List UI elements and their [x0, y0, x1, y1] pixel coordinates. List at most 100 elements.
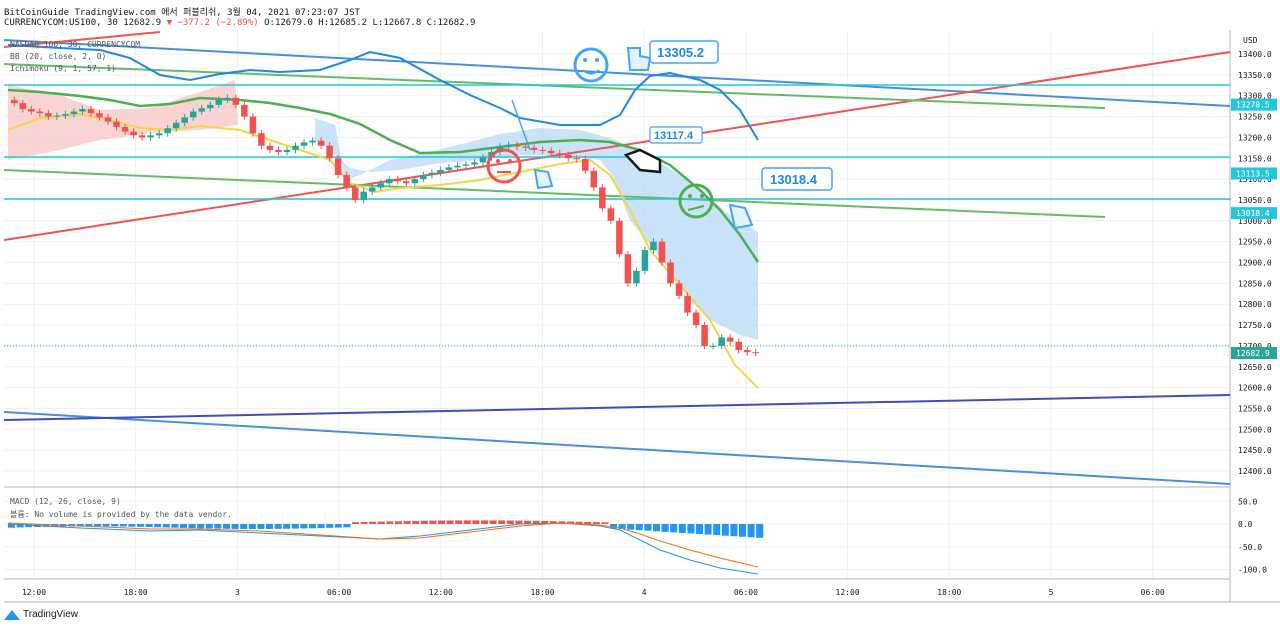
macd-bar	[352, 522, 359, 524]
time-tick-4: 12:00	[429, 588, 453, 597]
macd-bar	[584, 521, 592, 524]
price-tick-5: 13150.0	[1238, 154, 1272, 163]
time-tick-7: 06:00	[734, 588, 758, 597]
price-badges: 13278.5 13113.5 13018.4 12682.9	[1231, 98, 1277, 360]
candle-body	[556, 153, 563, 155]
price-tick-15: 12650.0	[1238, 363, 1272, 372]
macd-bar	[506, 520, 514, 524]
macd-bar	[696, 524, 703, 535]
sad-face-mouth	[687, 205, 705, 211]
happy-face-smile	[582, 69, 600, 75]
candle-body	[155, 133, 163, 136]
candle-body	[309, 140, 316, 143]
macd-bar	[309, 524, 316, 529]
candle-body	[479, 157, 487, 163]
candle-body	[317, 140, 325, 146]
macd-legend: MACD (12, 26, close, 9)	[10, 497, 121, 506]
axis-unit: USD	[1243, 36, 1258, 45]
moving-average	[7, 88, 760, 263]
candle-body	[658, 241, 666, 263]
candle-body	[300, 142, 308, 146]
volume-note: 볼륨: No volume is provided by the data ve…	[10, 509, 232, 519]
price-axis[interactable]: 13400.0 13350.0 13300.0 13250.0 13200.0 13150…	[1238, 50, 1272, 476]
price-badge-1: 13113.5	[1236, 169, 1270, 178]
macd-bar	[85, 524, 93, 527]
price-badge-0: 13278.5	[1236, 101, 1270, 110]
happy-face-left-eye	[583, 58, 587, 62]
candle-body	[522, 146, 529, 148]
callout-high: 13305.2	[657, 45, 704, 60]
time-tick-8: 12:00	[836, 588, 860, 597]
pointing-hand-icon-3	[728, 203, 754, 230]
signal-line	[7, 522, 759, 568]
macd-bar	[111, 524, 119, 527]
candle-body	[743, 350, 751, 353]
macd-histogram	[8, 520, 764, 538]
price-tick-1: 13350.0	[1238, 71, 1272, 80]
candle-body	[147, 135, 154, 138]
bollinger-lower-band	[7, 112, 759, 389]
price-tick-19: 12450.0	[1238, 446, 1272, 455]
candle-body	[513, 144, 521, 147]
macd-bar	[575, 521, 583, 524]
trendline-lower-descending	[3, 411, 1231, 485]
macd-bar	[730, 524, 738, 537]
annotation-drawings	[486, 47, 754, 230]
macd-bar	[678, 524, 686, 533]
macd-bar	[420, 520, 428, 524]
price-tick-9: 12950.0	[1238, 238, 1272, 247]
candle-body	[351, 187, 359, 200]
price-tick-4: 13200.0	[1238, 133, 1272, 142]
candle-body	[232, 97, 240, 105]
candle-body	[326, 145, 333, 159]
candle-body	[11, 99, 18, 104]
time-tick-2: 3	[235, 588, 240, 597]
candles	[11, 94, 759, 357]
macd-bar	[661, 524, 669, 532]
candle-body	[266, 145, 274, 150]
candle-body	[726, 337, 734, 342]
sad-face-left-eye	[688, 194, 692, 198]
price-tick-20: 12400.0	[1238, 467, 1272, 476]
macd-bar	[94, 524, 101, 527]
candle-body	[189, 111, 197, 118]
candle-body	[718, 337, 725, 346]
macd-bar	[283, 524, 291, 529]
trendline-red-ascending	[3, 51, 1231, 241]
neutral-face-left-eye	[496, 159, 500, 163]
price-tick-8: 13000.0	[1238, 217, 1272, 226]
time-axis[interactable]: 12:00 18:00 3 06:00 12:00 18:00 4 06:00 12:00 18:…	[22, 588, 1165, 597]
candle-body	[590, 170, 598, 188]
time-tick-9: 18:00	[937, 588, 961, 597]
macd-bar	[635, 524, 643, 531]
macd-bar	[481, 520, 488, 524]
candle-body	[445, 167, 453, 170]
macd-bar	[472, 520, 480, 524]
sad-face-icon	[678, 183, 714, 219]
macd-line	[7, 522, 759, 575]
macd-bar	[334, 524, 342, 528]
trendline-upper-descending	[3, 39, 1231, 107]
brand: TradingView	[4, 609, 78, 620]
macd-bar	[429, 520, 437, 524]
candle-body	[641, 249, 649, 271]
trendline-support-ascending	[3, 394, 1231, 421]
candle-body	[198, 108, 206, 112]
macd-bar	[369, 521, 377, 524]
time-tick-3: 06:00	[327, 588, 351, 597]
macd-bar	[377, 521, 385, 524]
macd-bar	[102, 524, 110, 527]
candle-body	[36, 111, 44, 114]
price-tick-14: 12700.0	[1238, 342, 1272, 351]
macd-bar	[171, 524, 179, 528]
macd-bar	[532, 520, 540, 524]
macd-bar	[601, 522, 609, 524]
price-tick-6: 13100.0	[1238, 175, 1272, 184]
candle-body	[633, 270, 640, 284]
macd-bar	[42, 524, 50, 527]
candle-body	[130, 131, 137, 136]
macd-bar	[704, 524, 712, 535]
macd-bar	[8, 524, 15, 528]
macd-bar	[137, 524, 144, 527]
